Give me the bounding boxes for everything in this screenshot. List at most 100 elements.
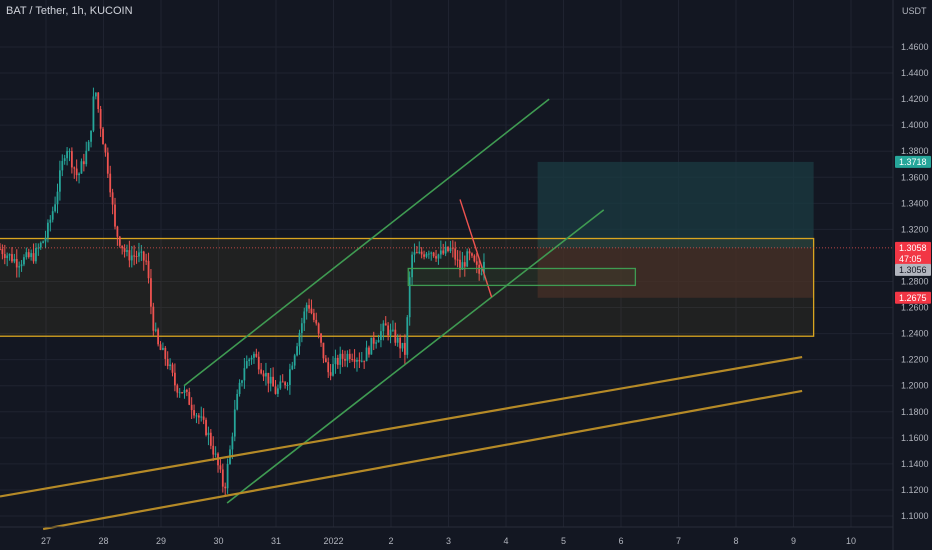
candle-body [418,251,421,254]
candle-body [425,253,428,257]
y-tick-label: 1.1000 [901,511,929,521]
candle-body [176,385,179,393]
candle-body [73,167,76,169]
candle-body [20,264,23,267]
candle-body [327,362,330,373]
candle-body [377,340,380,343]
y-tick-label: 1.3600 [901,172,929,182]
candle-body [348,353,351,360]
candle-body [207,432,210,436]
candle-body [30,253,33,258]
candle-body [154,329,157,331]
candle-body [291,365,294,370]
y-tick-label: 1.4000 [901,120,929,130]
candle-body [310,308,313,314]
channel-upper-line[interactable] [183,98,550,387]
candle-body [58,170,61,192]
y-tick-label: 1.2600 [901,303,929,313]
candle-body [171,364,174,373]
stop-price-badge: 1.2675 [899,293,927,303]
y-tick-label: 1.1800 [901,407,929,417]
candle-body [102,128,104,145]
candle-body [80,161,83,174]
candle-body [439,250,442,255]
candle-body [157,329,160,345]
chart-title: BAT / Tether, 1h, KUCOIN [6,5,133,17]
candle-body [183,389,186,393]
y-tick-label: 1.2200 [901,355,929,365]
candle-body [104,144,107,153]
candle-body [480,273,483,275]
y-tick-label: 1.3800 [901,146,929,156]
x-tick-label: 4 [503,536,508,546]
candle-body [296,346,298,356]
candle-body [166,358,169,367]
candle-body [82,161,85,165]
candle-body [111,192,114,205]
x-tick-label: 27 [41,536,51,546]
x-tick-label: 8 [733,536,738,546]
candle-body [202,416,205,420]
candle-body [353,359,356,362]
support-line-upper[interactable] [0,355,803,498]
candle-body [193,410,195,416]
candle-body [461,262,464,270]
stop-price-badge-bg [895,291,931,304]
candle-body [123,248,126,252]
candle-body [320,333,322,343]
x-tick-label: 10 [846,536,856,546]
candle-body [85,150,88,165]
candle-body [444,246,447,254]
y-tick-label: 1.3400 [901,198,929,208]
candle-body [130,255,133,261]
falling-trendline[interactable] [459,199,493,298]
candle-body [25,252,28,258]
candle-body [142,251,145,261]
small-box[interactable] [407,267,637,287]
candle-body [205,419,207,436]
support-line-lower[interactable] [42,389,803,531]
candle-body [336,357,339,365]
candle-body [44,237,47,242]
y-tick-label: 1.4600 [901,42,929,52]
candle-body [267,372,270,384]
y-tick-label: 1.2800 [901,277,929,287]
candle-body [90,130,92,142]
candle-body [248,359,251,362]
target-zone [537,161,814,249]
x-axis: 27 28 29 30 31 2022 2 3 4 5 6 7 8 9 10 [0,526,893,546]
candle-body [365,347,368,362]
candle-body [346,353,349,361]
candle-body [420,251,423,255]
candle-body [118,236,121,246]
candle-body [75,168,78,176]
candle-body [140,251,143,253]
candle-body [286,384,289,386]
candle-body [221,469,224,487]
candle-body [13,259,16,262]
candle-body [447,246,449,252]
candle-body [288,369,291,385]
stop-zone [537,248,814,298]
candle-body [15,259,18,268]
y-tick-label: 1.1600 [901,433,929,443]
candle-body [372,337,375,344]
channel-lower-line[interactable] [226,209,605,504]
candle-body [188,391,191,405]
candle-body [471,253,473,256]
candle-body [384,323,387,326]
candle-body [169,364,172,367]
candle-body [394,329,397,343]
y-tick-label: 1.2400 [901,329,929,339]
candle-body [399,337,402,349]
candle-body [456,259,459,261]
trendlines[interactable] [0,98,893,531]
candle-body [478,264,481,274]
candle-body [209,432,212,446]
candle-body [483,261,485,274]
candles [0,87,485,497]
candle-body [468,251,471,254]
candle-body [274,386,277,394]
